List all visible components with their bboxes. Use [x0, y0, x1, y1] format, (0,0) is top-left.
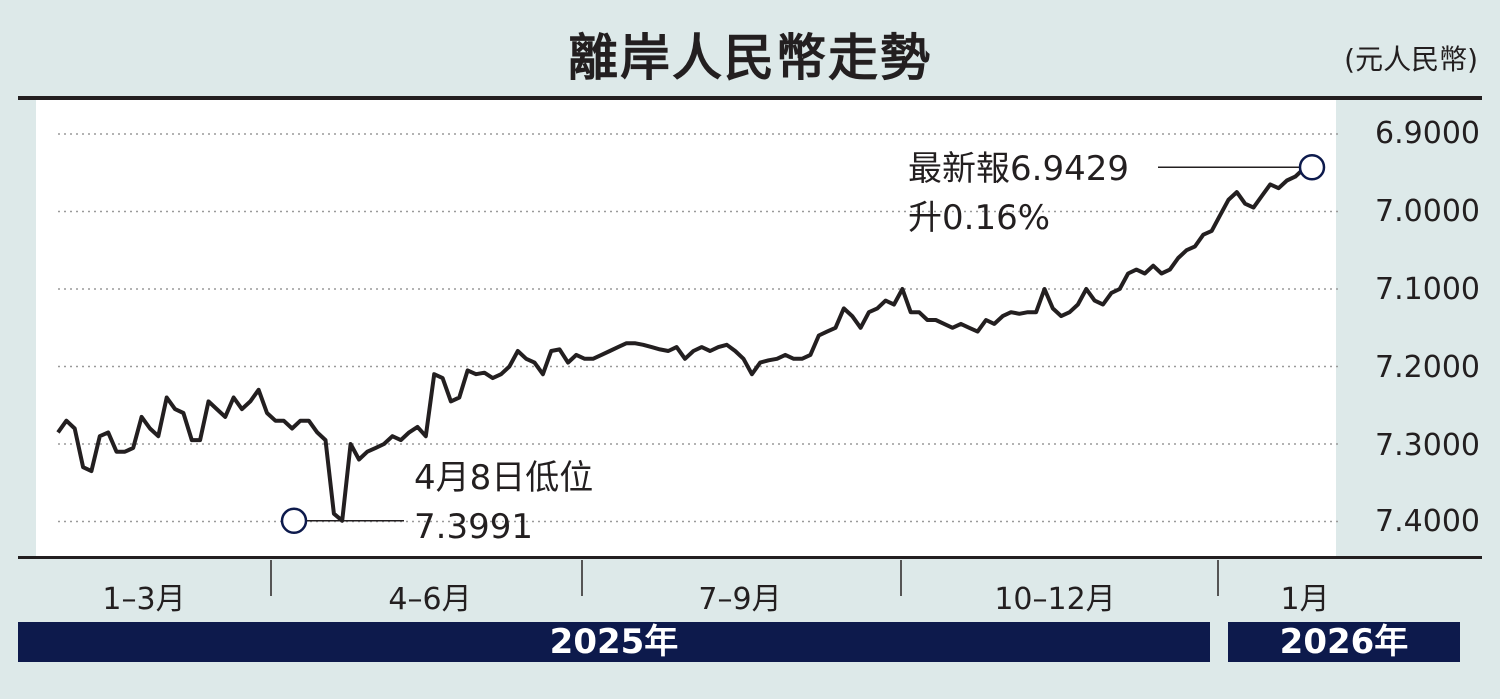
x-tick-label-q1: 1–3月	[102, 582, 186, 617]
low-date-label: 4月8日低位	[414, 458, 593, 498]
x-axis-line	[18, 556, 1482, 559]
x-tick-label-q4: 10–12月	[994, 582, 1116, 617]
chart-title: 離岸人民幣走勢	[568, 29, 932, 87]
x-tick-label-q3: 7–9月	[698, 582, 782, 617]
quarter-divider	[900, 560, 902, 596]
quarter-divider	[270, 560, 272, 596]
low-value-label: 7.3991	[414, 507, 533, 547]
y-tick-label: 7.2000	[1375, 350, 1480, 385]
gridlines	[58, 133, 1340, 523]
unit-label: (元人民幣)	[1344, 43, 1478, 76]
series-line	[56, 165, 1313, 523]
latest-point-marker	[1298, 153, 1326, 181]
y-tick-label: 7.4000	[1375, 504, 1480, 539]
x-tick-label-q2: 4–6月	[388, 582, 472, 617]
year-bar-2025: 2025年	[18, 622, 1210, 662]
plot-area	[36, 100, 1336, 556]
year-bar-2026: 2026年	[1228, 622, 1460, 662]
top-rule	[18, 96, 1482, 100]
y-tick-label: 7.3000	[1375, 428, 1480, 463]
low-point-marker	[280, 507, 308, 535]
quarter-divider	[581, 560, 583, 596]
quarter-divider	[1217, 560, 1219, 596]
latest-change-label: 升0.16%	[908, 198, 1050, 238]
latest-value-label: 最新報6.9429	[908, 149, 1129, 189]
y-tick-label: 7.0000	[1375, 194, 1480, 229]
y-tick-label: 7.1000	[1375, 272, 1480, 307]
y-tick-label: 6.9000	[1375, 116, 1480, 151]
x-tick-label-jan: 1月	[1280, 582, 1330, 617]
